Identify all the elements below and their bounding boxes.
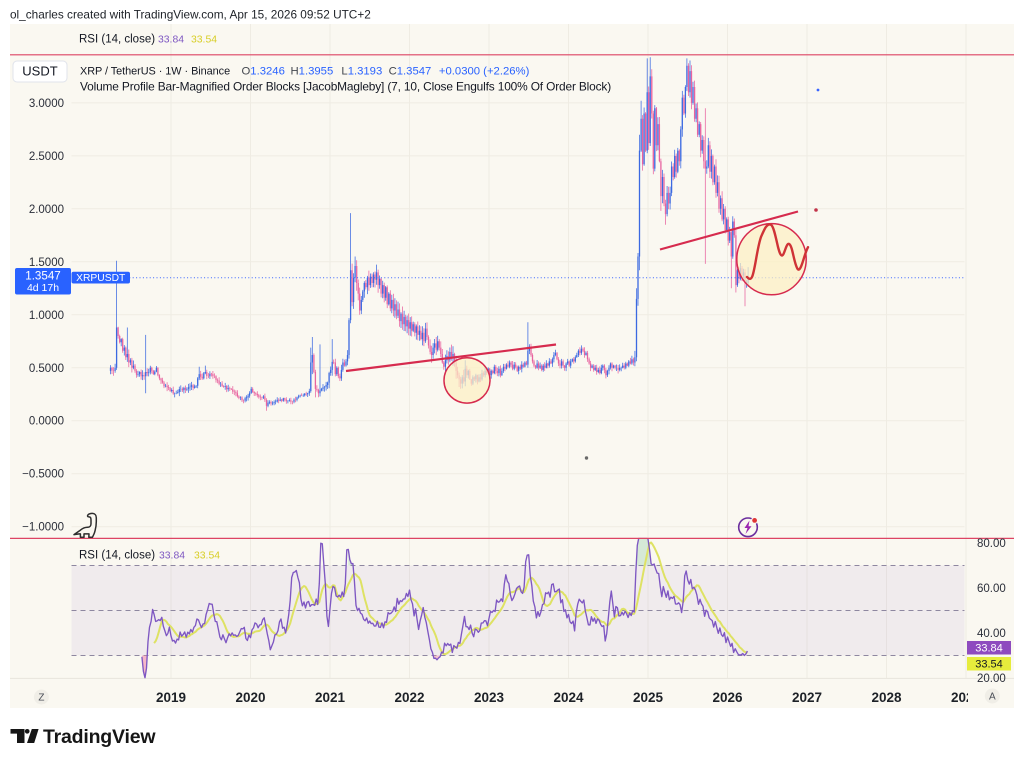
svg-text:H1.3955: H1.3955 [291, 66, 334, 78]
svg-text:33.54: 33.54 [975, 659, 1003, 671]
svg-text:0.0000: 0.0000 [29, 416, 64, 428]
svg-text:2026: 2026 [712, 690, 743, 705]
svg-text:1.0000: 1.0000 [29, 310, 64, 322]
svg-text:C1.3547: C1.3547 [389, 66, 432, 78]
svg-text:3.0000: 3.0000 [29, 98, 64, 110]
svg-text:2023: 2023 [474, 690, 505, 705]
svg-text:2.0000: 2.0000 [29, 204, 64, 216]
svg-text:1.3547: 1.3547 [25, 270, 60, 283]
svg-text:40.00: 40.00 [977, 628, 1006, 640]
svg-text:L1.3193: L1.3193 [341, 66, 382, 78]
svg-text:RSI (14, close): RSI (14, close) [79, 550, 155, 562]
svg-text:XRP / TetherUS · 1W · Binance: XRP / TetherUS · 1W · Binance [80, 66, 230, 78]
svg-text:33.84: 33.84 [159, 551, 185, 562]
svg-text:1.5000: 1.5000 [29, 257, 64, 269]
svg-text:A: A [989, 692, 996, 703]
svg-text:4d 17h: 4d 17h [27, 282, 59, 294]
svg-text:60.00: 60.00 [977, 583, 1006, 595]
svg-text:XRPUSDT: XRPUSDT [76, 273, 126, 284]
svg-text:TradingView: TradingView [43, 726, 156, 748]
svg-text:33.84: 33.84 [975, 643, 1003, 655]
svg-text:Z: Z [38, 693, 44, 704]
svg-text:ol_charles created with Tradin: ol_charles created with TradingView.com,… [10, 8, 371, 22]
svg-text:33.54: 33.54 [191, 35, 217, 46]
svg-text:2.5000: 2.5000 [29, 151, 64, 163]
svg-text:33.54: 33.54 [194, 551, 220, 562]
svg-text:80.00: 80.00 [977, 538, 1006, 550]
svg-text:33.84: 33.84 [158, 35, 184, 46]
svg-text:2028: 2028 [871, 690, 902, 705]
svg-text:2027: 2027 [792, 690, 822, 705]
svg-text:−1.0000: −1.0000 [22, 522, 64, 534]
svg-text:RSI (14, close): RSI (14, close) [79, 34, 155, 46]
svg-text:2019: 2019 [156, 690, 186, 705]
svg-text:0.5000: 0.5000 [29, 363, 64, 375]
svg-text:2022: 2022 [394, 690, 424, 705]
svg-text:2029: 2029 [951, 690, 981, 705]
svg-text:2025: 2025 [633, 690, 664, 705]
svg-text:2024: 2024 [553, 690, 584, 705]
svg-text:+0.0300 (+2.26%): +0.0300 (+2.26%) [439, 66, 530, 78]
svg-text:2021: 2021 [315, 690, 346, 705]
svg-text:USDT: USDT [22, 64, 57, 79]
svg-text:O1.3246: O1.3246 [242, 66, 285, 78]
svg-text:Volume Profile Bar-Magnified O: Volume Profile Bar-Magnified Order Block… [80, 80, 611, 94]
svg-text:20.00: 20.00 [977, 673, 1006, 685]
svg-text:2020: 2020 [235, 690, 265, 705]
svg-text:−0.5000: −0.5000 [22, 469, 64, 481]
